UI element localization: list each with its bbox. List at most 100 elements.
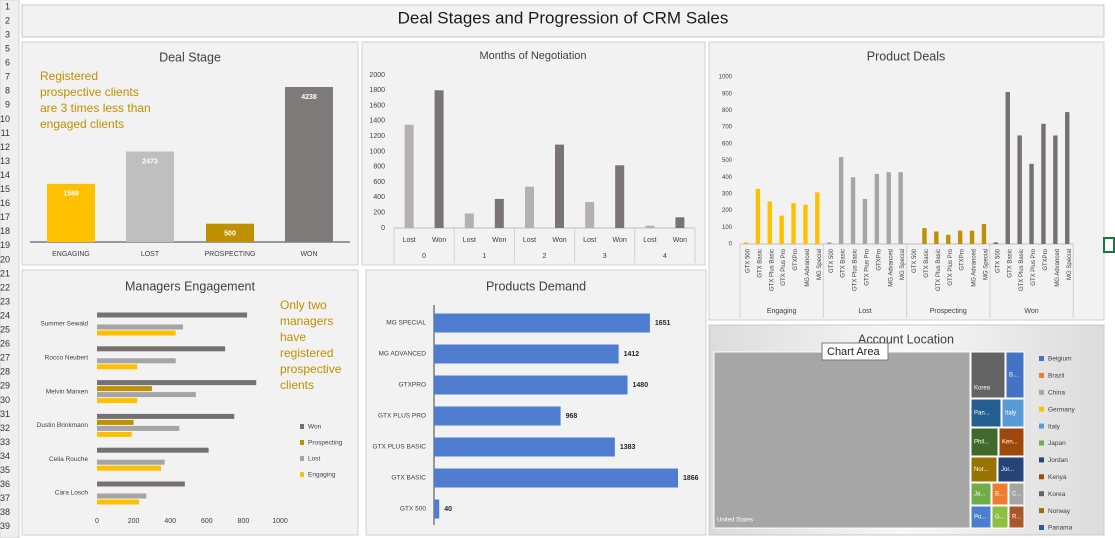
bar <box>779 215 784 244</box>
treemap-tile <box>970 427 999 457</box>
y-tick-label: 0 <box>381 225 385 232</box>
title-box <box>21 4 1105 38</box>
annotation: have <box>280 330 306 344</box>
annotation: prospective clients <box>40 85 139 99</box>
row-number: 5 <box>5 44 10 54</box>
annotation: managers <box>280 314 333 328</box>
x-tick-label: Lost <box>523 237 536 244</box>
y-tick-label: 100 <box>722 225 733 231</box>
chart-title: Product Deals <box>867 49 946 63</box>
x-tick-label: GTXPro <box>1043 248 1049 270</box>
row-number: 18 <box>0 226 10 236</box>
row-number: 25 <box>0 325 10 335</box>
bar <box>1017 135 1022 244</box>
tile-label: B... <box>1009 373 1018 379</box>
x-tick-label: GTX 500 <box>829 248 835 273</box>
x-tick-label: GTX Basic <box>841 249 847 278</box>
legend-label: Prospecting <box>308 440 343 447</box>
bar <box>525 186 534 228</box>
legend-marker <box>1039 525 1044 530</box>
legend-label: Belgium <box>1048 356 1071 363</box>
bar <box>803 204 808 244</box>
y-tick-label: 200 <box>373 210 385 217</box>
x-tick-label: GTX 500 <box>746 248 752 273</box>
bar <box>874 173 880 244</box>
bar <box>97 358 176 364</box>
y-tick-label: Melvin Marxen <box>46 388 89 395</box>
x-tick-label: GTX Plus Pro <box>1031 248 1037 285</box>
bar <box>97 386 152 392</box>
bar <box>97 465 162 471</box>
bar <box>97 398 138 404</box>
bar <box>434 437 615 457</box>
legend-label: Lost <box>308 456 320 463</box>
legend-marker <box>1039 457 1044 463</box>
legend-label: Korea <box>1048 491 1066 498</box>
y-tick-label: 600 <box>722 141 733 147</box>
row-number: 36 <box>0 479 10 489</box>
x-tick-label: LOST <box>141 251 160 258</box>
tile-label: Phil... <box>974 440 989 446</box>
annotation: registered <box>280 346 333 360</box>
x-tick-label: MG Advanced <box>888 249 894 287</box>
bar <box>946 234 951 244</box>
legend-marker <box>1039 389 1044 395</box>
row-number: 22 <box>0 282 10 292</box>
row-header <box>0 0 20 538</box>
tile-label: R... <box>1012 515 1022 521</box>
legend-label: Italy <box>1048 423 1061 430</box>
bar <box>97 312 248 318</box>
annotation: engaged clients <box>40 117 124 131</box>
bar <box>434 499 440 519</box>
legend-label: Panama <box>1048 525 1073 532</box>
legend-marker <box>1039 423 1044 429</box>
annotation: prospective <box>280 362 342 376</box>
tooltip: Chart Area <box>827 346 880 358</box>
row-number: 26 <box>0 339 10 349</box>
x-tick-label: GTX Basic <box>757 249 763 278</box>
legend-marker <box>300 440 304 445</box>
row-number: 16 <box>0 198 10 208</box>
x-tick-label: GTX Plus Pro <box>781 248 787 285</box>
treemap-tile <box>970 351 1006 399</box>
bar <box>434 344 619 364</box>
bar <box>755 188 761 244</box>
bar <box>1041 123 1046 244</box>
bar <box>434 375 628 395</box>
panel <box>365 269 707 536</box>
annotation: Only two <box>280 298 327 312</box>
annotation: Registered <box>40 69 98 83</box>
x-group-label: Won <box>1024 308 1038 315</box>
x-tick-label: GTX Plus Basic <box>1019 249 1025 291</box>
bar <box>815 192 820 244</box>
bar <box>97 493 147 499</box>
bar <box>922 228 927 244</box>
chart-title: Products Demand <box>486 279 586 293</box>
x-tick-label: GTX Plus Pro <box>865 248 871 285</box>
bar <box>126 151 174 242</box>
y-tick-label: 1800 <box>369 87 385 94</box>
x-group-label: 2 <box>543 253 547 260</box>
x-group-label: Lost <box>858 308 871 315</box>
bar <box>969 230 975 244</box>
x-group-label: 3 <box>603 253 607 260</box>
legend-label: Kenya <box>1048 474 1067 481</box>
bar <box>615 165 625 228</box>
y-tick-label: 1400 <box>369 118 385 125</box>
treemap-tile <box>991 482 1009 506</box>
data-label: 1480 <box>633 382 649 389</box>
bar <box>555 144 564 228</box>
chart-title: Deal Stage <box>159 50 221 64</box>
bar <box>1005 92 1010 244</box>
bar <box>97 419 134 425</box>
tile-label: C... <box>1012 492 1022 498</box>
x-tick-label: 200 <box>128 518 140 525</box>
legend-marker <box>300 424 304 429</box>
row-number: 12 <box>0 142 10 152</box>
x-tick-label: WON <box>300 251 317 258</box>
data-label: 1866 <box>683 475 699 482</box>
y-tick-label: 400 <box>373 194 385 201</box>
row-number: 9 <box>5 100 10 110</box>
legend-label: Norway <box>1048 508 1071 515</box>
